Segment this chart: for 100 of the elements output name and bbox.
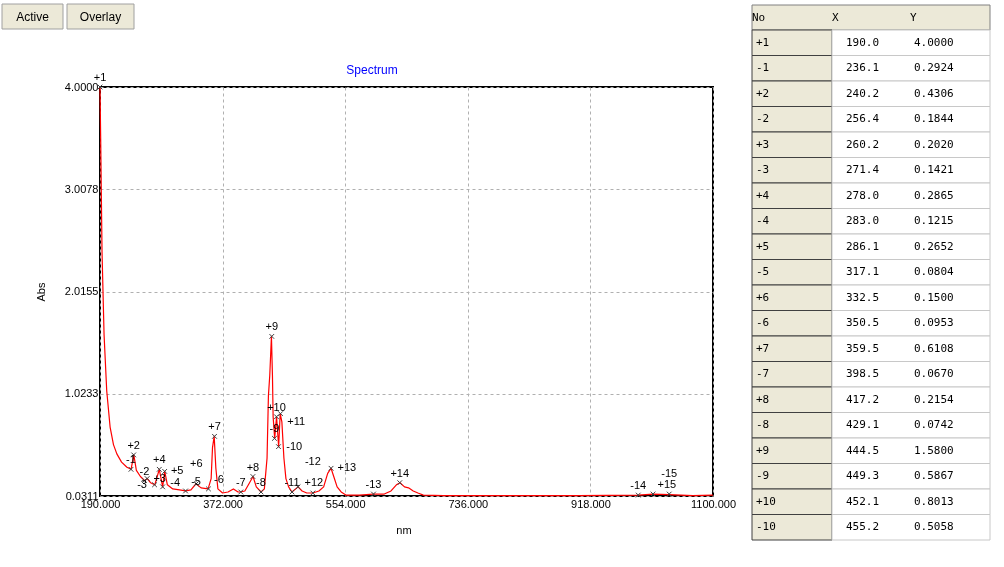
point <box>128 466 134 473</box>
text: -5 <box>756 265 770 279</box>
text: 429.1 <box>846 418 880 432</box>
text: 0.1500 <box>914 290 954 304</box>
annotation: +14 <box>390 466 410 479</box>
text: -2 <box>756 112 770 126</box>
annotation: -13 <box>365 478 382 491</box>
point <box>271 435 278 442</box>
text: 0.4306 <box>914 86 954 100</box>
annotation: +3 <box>153 471 166 484</box>
annotation: +5 <box>170 464 184 477</box>
point <box>151 481 158 488</box>
text: -4 <box>756 214 770 228</box>
point <box>396 479 403 486</box>
text: -9 <box>756 469 770 483</box>
x-tick-label: 372.000 <box>203 497 243 510</box>
text: -7 <box>756 367 770 381</box>
text: -1 <box>756 61 770 75</box>
text: 260.2 <box>846 137 880 151</box>
annotation: +6 <box>190 456 203 469</box>
annotation: -5 <box>191 474 201 487</box>
annotation: -9 <box>269 422 280 435</box>
text: 0.2154 <box>914 392 955 406</box>
point <box>310 490 316 496</box>
text: +2 <box>756 86 770 100</box>
point <box>205 486 212 492</box>
text: 0.2020 <box>914 137 954 151</box>
text: 256.4 <box>846 112 880 126</box>
y-axis-title: Abs <box>35 282 47 302</box>
annotation: -12 <box>304 455 321 468</box>
text: No <box>752 11 766 24</box>
text: 190.0 <box>846 35 880 49</box>
y-tick-label: 1.0233 <box>64 387 99 400</box>
point <box>635 492 642 498</box>
text: Active <box>16 10 50 24</box>
point <box>159 483 166 490</box>
text: 452.1 <box>846 494 880 508</box>
x-tick-label: 918.000 <box>571 497 611 510</box>
text: -6 <box>756 316 770 330</box>
point <box>273 413 280 420</box>
text: -10 <box>756 520 776 534</box>
point <box>666 491 673 497</box>
text: 0.2652 <box>914 239 954 253</box>
text: 398.5 <box>846 367 880 381</box>
point <box>275 443 282 450</box>
annotation: -7 <box>235 475 246 488</box>
text: 449.3 <box>846 469 880 483</box>
annotation: +8 <box>246 460 260 473</box>
text: 0.6108 <box>914 341 954 355</box>
text: +9 <box>756 443 770 457</box>
text: -8 <box>756 418 770 432</box>
text: 0.5867 <box>914 469 954 483</box>
x-tick-label: 554.000 <box>325 497 366 510</box>
text: X <box>832 11 839 24</box>
text: 4.0000 <box>914 35 954 49</box>
y-tick-label: 4.0000 <box>64 80 99 93</box>
annotation: +13 <box>337 461 357 474</box>
text: 0.0670 <box>914 367 954 381</box>
text: Y <box>910 11 917 24</box>
text: +4 <box>756 188 770 202</box>
annotation: +9 <box>265 320 279 333</box>
text: +7 <box>756 341 770 355</box>
text: +5 <box>756 239 770 253</box>
text: 0.2924 <box>914 61 955 75</box>
text: 359.5 <box>846 341 880 355</box>
text: 317.1 <box>846 265 880 279</box>
point <box>268 333 275 340</box>
x-tick-label: 736.000 <box>448 497 489 510</box>
text: 417.2 <box>846 392 880 406</box>
point <box>182 488 189 494</box>
text: 0.1844 <box>914 112 955 126</box>
text: 240.2 <box>846 86 880 100</box>
text: 283.0 <box>846 214 880 228</box>
annotation: +4 <box>153 453 166 466</box>
text: 0.8013 <box>914 494 954 508</box>
point <box>237 489 244 495</box>
text: -3 <box>756 163 770 177</box>
annotation: -10 <box>286 439 303 452</box>
annotation: +15 <box>657 478 677 491</box>
point <box>211 433 218 440</box>
text: Overlay <box>79 10 122 24</box>
text: 271.4 <box>846 163 880 177</box>
annotation: +1 <box>93 71 107 83</box>
point <box>328 465 334 472</box>
annotation: -3 <box>137 477 147 490</box>
annotation: -2 <box>139 464 150 477</box>
annotation: -4 <box>170 475 181 488</box>
x-tick-label: 1100.000 <box>690 497 737 510</box>
annotation: -14 <box>630 479 647 492</box>
text: 286.1 <box>846 239 880 253</box>
point <box>250 473 256 480</box>
text: 1.5800 <box>914 443 954 457</box>
text: 0.1215 <box>914 214 954 228</box>
text: 0.2865 <box>914 188 954 202</box>
text: +10 <box>756 494 776 508</box>
text: +6 <box>756 290 770 304</box>
text: 0.1421 <box>914 163 954 177</box>
text: 278.0 <box>846 188 880 202</box>
text: 0.5058 <box>914 520 954 534</box>
x-axis-title: nm <box>396 524 412 536</box>
